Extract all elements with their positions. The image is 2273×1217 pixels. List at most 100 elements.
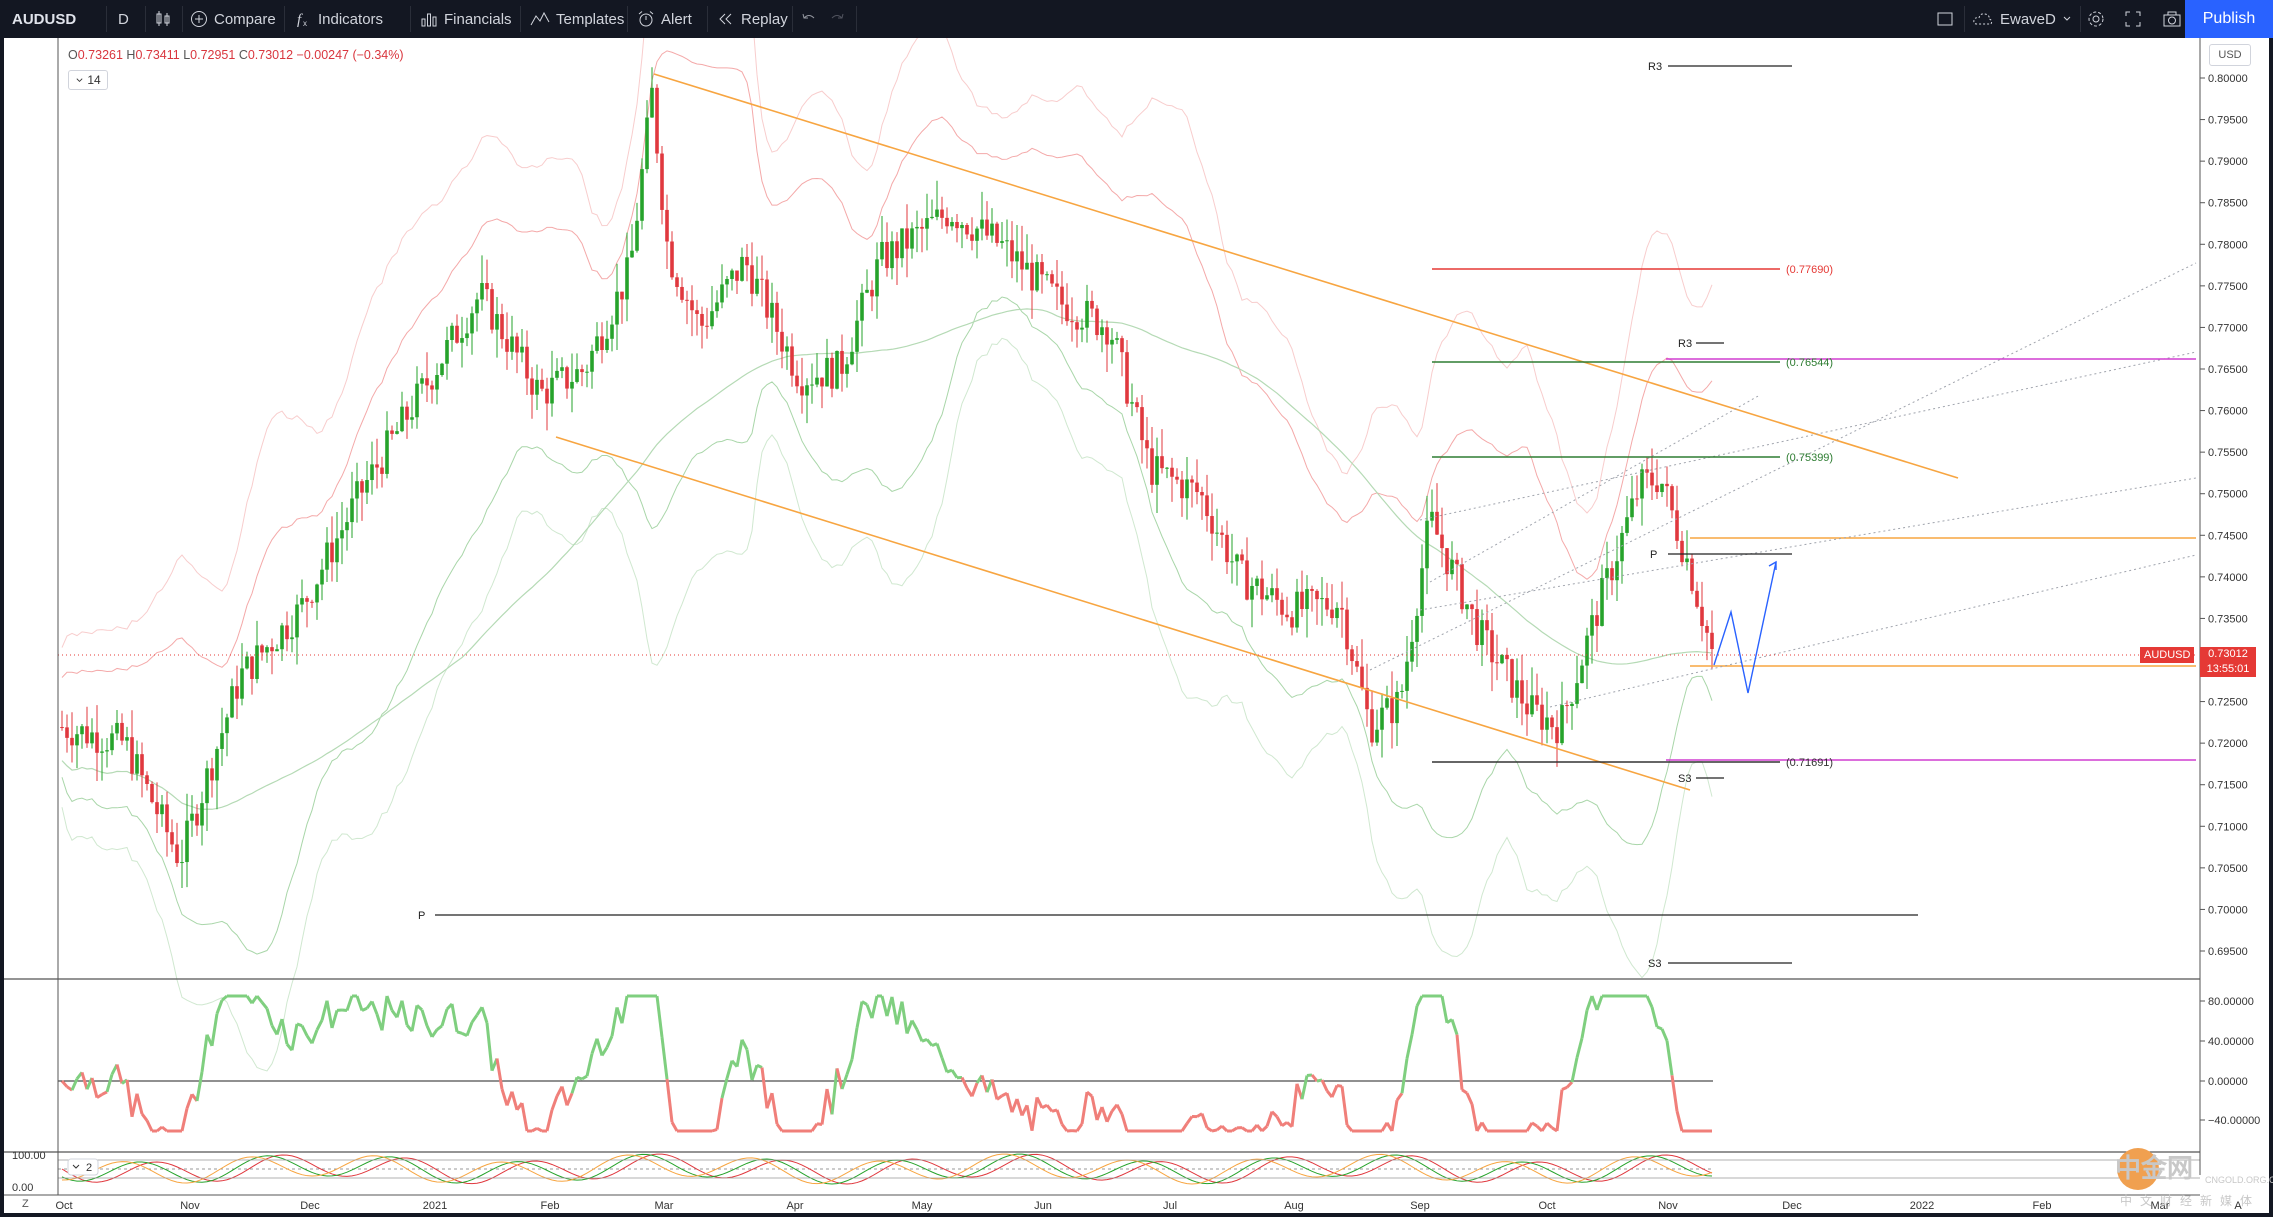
parallel-line-1[interactable] [1369,262,2197,671]
candle-body [120,722,124,741]
timezone-button[interactable]: Z [22,1198,29,1210]
settings-button[interactable] [2086,0,2106,38]
candle-body [650,87,654,118]
channel-lower-line[interactable] [555,436,1691,791]
low-value: 0.72951 [190,48,236,62]
osc-segment [1540,1122,1549,1132]
drawing-layer[interactable]: (0.77690) (0.76544) (0.75399) (0.71691) … [58,61,2197,970]
candle-body [965,224,969,235]
oscillator-pane[interactable] [58,994,1713,1133]
candle [445,326,449,380]
chevron-down-icon [76,77,83,82]
candle-body [1600,577,1604,626]
currency-button[interactable]: USD [2209,44,2251,66]
parallel-line-2[interactable] [1419,351,2197,521]
candle [910,222,914,259]
candle-body [725,278,729,285]
candle-body [675,277,679,287]
snapshot-button[interactable] [2162,0,2182,38]
candle [290,615,294,653]
osc-segment [510,1091,519,1111]
osc-segment [385,995,394,1011]
candle-body [1060,286,1064,305]
fullscreen-button[interactable] [2124,0,2142,38]
time-axis-label: 2022 [1910,1200,1934,1212]
symbol-search-button[interactable]: AUDUSD [12,0,76,38]
fullscreen-layout-button[interactable] [1936,0,1954,38]
stoch-collapse-button[interactable]: 2 [67,1158,99,1176]
alert-button[interactable]: Alert [637,0,692,38]
candle [1395,680,1399,746]
candle [1460,557,1464,614]
candle [415,366,419,429]
parallel-line-4[interactable] [1549,554,2197,708]
undo-button[interactable] [800,0,818,38]
bollinger-bands [61,38,1713,1072]
interval-button[interactable]: D [118,0,129,38]
osc-segment [845,1058,854,1075]
candle-body [1465,604,1469,610]
indicators-collapse-button[interactable]: 14 [68,70,108,90]
candle-body [1275,588,1279,600]
osc-segment [925,1038,934,1047]
redo-button[interactable] [828,0,846,38]
candle-body [1405,661,1409,691]
publish-button[interactable]: Publish [2185,0,2273,38]
candle [325,527,329,582]
channel-upper-line[interactable] [653,73,1959,479]
candle [300,579,304,613]
candle [820,377,824,409]
candle-body [125,737,129,741]
candle-body [560,367,564,371]
axes[interactable]: 0.80000 0.79500 0.79000 0.78500 0.78000 0.775… [4,38,2269,1213]
candle-body [465,333,469,339]
compare-button[interactable]: Compare [190,0,276,38]
parallel-line-3[interactable] [1419,477,2197,611]
candle [165,791,169,857]
candle [1230,533,1234,584]
osc-segment [996,1094,1003,1101]
candle [90,718,94,749]
templates-button[interactable]: Templates [530,0,624,38]
candle [370,441,374,495]
candle [705,307,709,339]
chart-canvas[interactable]: (0.77690) (0.76544) (0.75399) (0.71691) … [4,38,2269,1213]
layout-save-button[interactable]: EwaveD [1972,0,2072,38]
last-price: 0.73012 [2208,648,2248,660]
candle [945,207,949,234]
replay-button[interactable]: Replay [717,0,788,38]
candle-body [1595,615,1599,626]
candle [1390,671,1394,749]
candle [1160,429,1164,474]
osc-segment [415,1004,424,1012]
osc-segment [156,1125,163,1133]
osc-segment [1005,1092,1014,1113]
bollinger-outer-lower [61,337,1713,1072]
candle-body [290,637,294,640]
candle-body [440,363,444,376]
osc-segment [425,1025,434,1038]
candle [1130,383,1134,417]
candle-body [175,844,179,864]
wave-projection-path[interactable] [1713,561,1777,694]
osc-segment [80,1071,89,1090]
osc-segment [745,1049,754,1081]
candle-body [1125,352,1129,404]
candle-body [1315,590,1319,600]
candle [1375,709,1379,746]
financials-button[interactable]: Financials [420,0,512,38]
candle-body [1105,327,1109,345]
candle-body [665,209,669,242]
candle-body [135,754,139,774]
candle [1700,581,1704,642]
candle [1285,596,1289,622]
candle-body [460,338,464,343]
stochastic-pane[interactable] [58,1153,2200,1185]
chart-type-button[interactable] [154,0,172,38]
candle [1025,234,1029,270]
candle [1405,636,1409,709]
osc-segment [1316,1078,1323,1083]
time-axis-label: Jul [1163,1200,1177,1212]
parallel-line-5[interactable] [1429,394,1761,583]
